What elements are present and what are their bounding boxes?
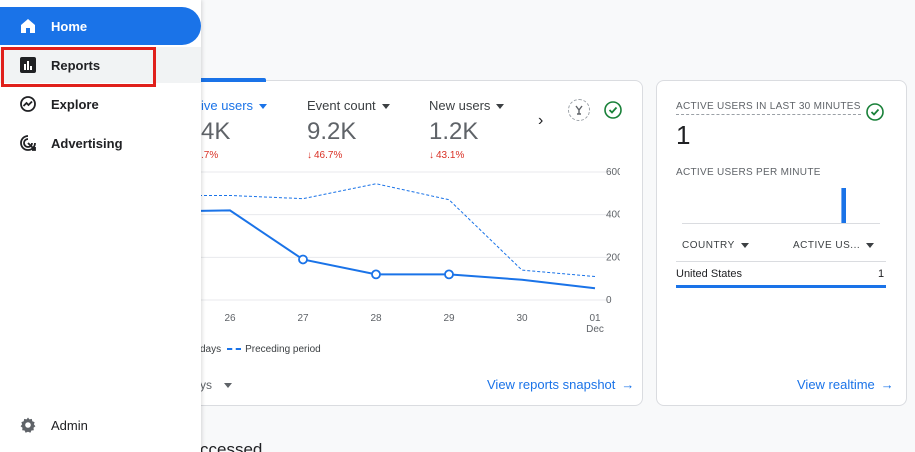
home-icon (18, 16, 38, 36)
minute-bar[interactable] (841, 188, 846, 223)
gear-icon (18, 415, 38, 435)
metric-change: 46.7% (314, 150, 343, 161)
legend-preceding: Preceding period (245, 344, 321, 355)
metric-event-count[interactable]: Event count 9.2K ↓ 46.7% (307, 98, 390, 161)
x-tick-label: 01 (589, 313, 601, 324)
y-tick-label: 400 (606, 210, 620, 221)
sidebar-item-label: Reports (51, 57, 101, 73)
view-reports-snapshot-link[interactable]: View reports snapshot → (487, 377, 635, 392)
y-tick-label: 200 (606, 252, 620, 263)
table-row-users: 1 (878, 268, 885, 280)
insights-icon[interactable] (568, 99, 590, 121)
sidebar-item-reports[interactable]: Reports (0, 47, 201, 83)
metric-change: 43.1% (436, 150, 465, 161)
data-point[interactable] (371, 269, 381, 280)
metric-value: 9.2K (307, 118, 357, 145)
next-metrics-chevron-icon[interactable]: › (538, 112, 544, 129)
column-country[interactable]: COUNTRY (682, 240, 749, 251)
y-tick-label: 0 (606, 295, 612, 306)
sidebar-item-label: Admin (51, 417, 88, 433)
check-circle-icon[interactable] (602, 99, 624, 121)
per-minute-bar-chart (682, 188, 880, 224)
arrow-down-icon: ↓ (307, 150, 312, 161)
caret-down-icon (259, 104, 268, 110)
table-row-country: United States (676, 268, 743, 280)
sidebar-item-admin[interactable]: Admin (0, 407, 201, 443)
sidebar-item-home[interactable]: Home (0, 7, 201, 45)
legend-current: days (200, 344, 222, 355)
realtime-title: ACTIVE USERS IN LAST 30 MINUTES (676, 101, 861, 115)
caret-down-icon (866, 242, 875, 248)
bar-chart-icon (18, 55, 38, 75)
table-divider (676, 261, 886, 262)
y-tick-label: 600 (606, 167, 620, 178)
metric-change: .7% (201, 150, 219, 161)
overview-card (150, 80, 643, 406)
sidebar-item-label: Explore (51, 96, 99, 112)
sidebar-item-label: Advertising (51, 135, 123, 151)
metric-active-users[interactable]: ive users 4K .7% (201, 98, 268, 161)
dashed-line-icon (227, 348, 242, 351)
caret-down-icon (224, 383, 232, 389)
column-active-users[interactable]: ACTIVE US... (793, 240, 875, 251)
data-point[interactable] (298, 254, 308, 265)
metric-value: 1.2K (429, 118, 479, 145)
sidebar: Home Reports Explore Advertising Admin (0, 0, 201, 452)
realtime-card (656, 80, 907, 406)
sidebar-item-label: Home (51, 18, 88, 34)
view-realtime-link[interactable]: View realtime → (797, 377, 894, 392)
x-tick-label: 30 (516, 313, 528, 324)
date-range-select[interactable]: ys (200, 378, 232, 392)
realtime-value: 1 (676, 120, 691, 150)
arrow-right-icon: → (880, 377, 894, 392)
recently-accessed-heading: ccessed (200, 440, 263, 452)
x-tick-label: 27 (297, 313, 309, 324)
metric-new-users[interactable]: New users 1.2K ↓ 43.1% (429, 98, 505, 161)
chart-legend: days Preceding period (200, 344, 321, 355)
caret-down-icon (496, 104, 505, 110)
metric-label: Event count (307, 98, 376, 113)
explore-icon (18, 94, 38, 114)
arrow-down-icon: ↓ (429, 150, 434, 161)
realtime-subtitle: ACTIVE USERS PER MINUTE (676, 167, 821, 178)
x-tick-label: 29 (443, 313, 455, 324)
x-sub-label: Dec (586, 324, 604, 335)
sidebar-item-advertising[interactable]: Advertising (0, 125, 201, 161)
check-circle-icon[interactable] (864, 101, 886, 123)
preceding-period-line (200, 183, 596, 278)
x-tick-label: 26 (224, 313, 236, 324)
current-period-line (200, 209, 596, 290)
active-tab-indicator (150, 78, 266, 82)
arrow-right-icon: → (621, 377, 635, 392)
sidebar-item-explore[interactable]: Explore (0, 86, 201, 122)
row-proportion-bar (676, 285, 886, 288)
reports-highlight-box (1, 47, 156, 87)
caret-down-icon (381, 104, 390, 110)
caret-down-icon (740, 242, 749, 248)
x-tick-label: 28 (370, 313, 382, 324)
metric-value: 4K (201, 118, 231, 145)
data-point[interactable] (444, 269, 454, 280)
advertising-icon (18, 133, 38, 153)
metric-label: New users (429, 98, 491, 113)
metric-label: ive users (201, 98, 254, 113)
